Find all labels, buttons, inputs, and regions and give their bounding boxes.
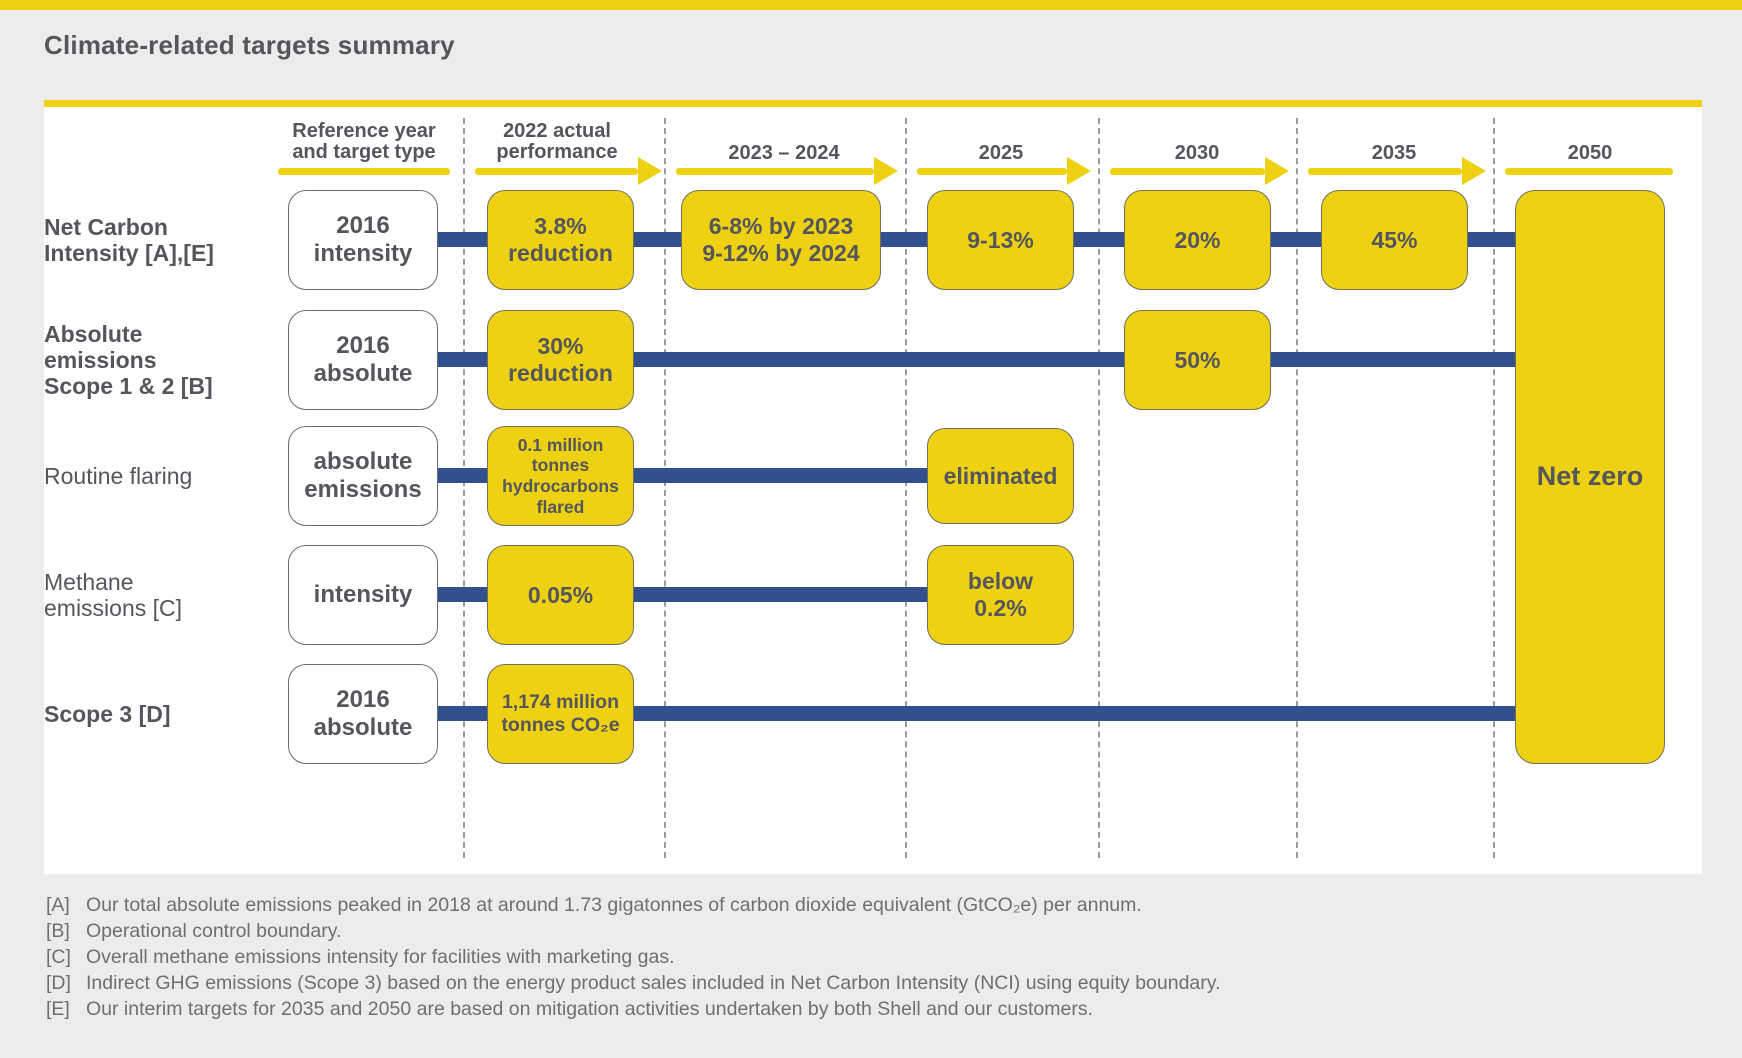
target-box-methane-2022: 0.05%: [487, 545, 634, 645]
footnote-e: [E] Our interim targets for 2035 and 205…: [46, 996, 1220, 1022]
footnote-b: [B] Operational control boundary.: [46, 918, 1220, 944]
reference-box-text: 2016 intensity: [313, 212, 413, 267]
reference-box-scope-3: 2016 absolute: [288, 664, 438, 764]
column-divider: [1493, 118, 1495, 858]
column-divider: [463, 118, 465, 858]
timeline-arrowhead-icon: [1265, 157, 1289, 185]
top-accent-bar: [0, 0, 1742, 10]
target-box-nci-2023-2024: 6-8% by 2023 9-12% by 2024: [681, 190, 881, 290]
reference-box-methane-emissions: intensity: [288, 545, 438, 645]
target-box-text: 50%: [1174, 346, 1221, 373]
column-divider: [905, 118, 907, 858]
connector-line-scope-3: [430, 706, 1520, 721]
timeline-bar: [917, 168, 1067, 175]
reference-box-text: 2016 absolute: [313, 686, 413, 741]
net-zero-box: Net zero: [1515, 190, 1665, 764]
target-box-text: 0.05%: [527, 581, 594, 608]
target-box-flaring-2022: 0.1 million tonnes hydrocarbons flared: [487, 426, 634, 526]
target-box-text: 20%: [1174, 226, 1221, 253]
row-label-scope-3: Scope 3 [D]: [44, 701, 171, 727]
footnote-text: Operational control boundary.: [86, 920, 342, 942]
reference-box-routine-flaring: absolute emissions: [288, 426, 438, 526]
reference-box-text: 2016 absolute: [313, 332, 413, 387]
footnote-a: [A] Our total absolute emissions peaked …: [46, 892, 1220, 918]
column-header-2050: 2050: [1567, 142, 1613, 164]
column-header-2022: 2022 actual performance: [496, 120, 618, 163]
column-header-reference-year: Reference year and target type: [292, 120, 436, 163]
timeline-bar: [1308, 168, 1462, 175]
column-divider: [1098, 118, 1100, 858]
column-divider: [664, 118, 666, 858]
target-box-absolute-2022: 30% reduction: [487, 310, 634, 410]
target-box-nci-2022: 3.8% reduction: [487, 190, 634, 290]
target-box-absolute-2030: 50%: [1124, 310, 1271, 410]
target-box-text: 6-8% by 2023 9-12% by 2024: [702, 213, 860, 266]
reference-box-absolute-emissions: 2016 absolute: [288, 310, 438, 410]
target-box-nci-2035: 45%: [1321, 190, 1468, 290]
footnote-c: [C] Overall methane emissions intensity …: [46, 944, 1220, 970]
target-box-text: 9-13%: [967, 226, 1034, 253]
footnote-text: Overall methane emissions intensity for …: [86, 946, 675, 968]
net-zero-text: Net zero: [1536, 461, 1644, 492]
target-box-text: 30% reduction: [508, 333, 613, 386]
target-box-text: 3.8% reduction: [508, 213, 613, 266]
target-box-text: 45%: [1371, 226, 1418, 253]
footnote-marker: [C]: [46, 946, 71, 968]
target-box-scope3-2022: 1,174 million tonnes CO₂e: [487, 664, 634, 764]
footnote-d: [D] Indirect GHG emissions (Scope 3) bas…: [46, 970, 1220, 996]
column-header-2025: 2025: [978, 142, 1024, 164]
title-underline: [44, 100, 1702, 107]
timeline-bar: [1505, 168, 1673, 175]
column-header-2023-2024: 2023 – 2024: [728, 142, 840, 164]
timeline-arrowhead-icon: [1462, 157, 1486, 185]
target-box-text: 1,174 million tonnes CO₂e: [501, 691, 620, 736]
column-header-2035: 2035: [1371, 142, 1417, 164]
reference-box-text: intensity: [313, 581, 413, 609]
page-title: Climate-related targets summary: [44, 30, 455, 60]
row-label-net-carbon-intensity: Net Carbon Intensity [A],[E]: [44, 214, 214, 266]
reference-box-text: absolute emissions: [304, 448, 422, 503]
reference-box-net-carbon-intensity: 2016 intensity: [288, 190, 438, 290]
timeline-bar: [475, 168, 638, 175]
footnote-marker: [E]: [46, 998, 70, 1020]
timeline-arrowhead-icon: [1067, 157, 1091, 185]
timeline-bar: [1110, 168, 1265, 175]
footnotes: [A] Our total absolute emissions peaked …: [46, 892, 1220, 1022]
column-header-2030: 2030: [1174, 142, 1220, 164]
column-divider: [1296, 118, 1298, 858]
row-label-absolute-emissions: Absolute emissions Scope 1 & 2 [B]: [44, 321, 213, 399]
target-box-text: below 0.2%: [967, 568, 1034, 621]
footnote-marker: [B]: [46, 920, 70, 942]
timeline-arrowhead-icon: [638, 157, 662, 185]
footnote-marker: [D]: [46, 972, 71, 994]
footnote-text: Our interim targets for 2035 and 2050 ar…: [86, 998, 1093, 1020]
target-box-flaring-2025: eliminated: [927, 428, 1074, 524]
target-box-text: eliminated: [943, 462, 1058, 489]
target-box-methane-2025: below 0.2%: [927, 545, 1074, 645]
target-box-nci-2025: 9-13%: [927, 190, 1074, 290]
row-label-methane-emissions: Methane emissions [C]: [44, 569, 183, 621]
target-box-text: 0.1 million tonnes hydrocarbons flared: [502, 434, 619, 517]
timeline-bar: [676, 168, 874, 175]
row-label-routine-flaring: Routine flaring: [44, 463, 193, 489]
target-box-nci-2030: 20%: [1124, 190, 1271, 290]
footnote-text: Our total absolute emissions peaked in 2…: [86, 894, 1142, 916]
timeline-arrowhead-icon: [874, 157, 898, 185]
timeline-bar: [278, 168, 450, 175]
footnote-text: Indirect GHG emissions (Scope 3) based o…: [86, 972, 1221, 994]
footnote-marker: [A]: [46, 894, 70, 916]
